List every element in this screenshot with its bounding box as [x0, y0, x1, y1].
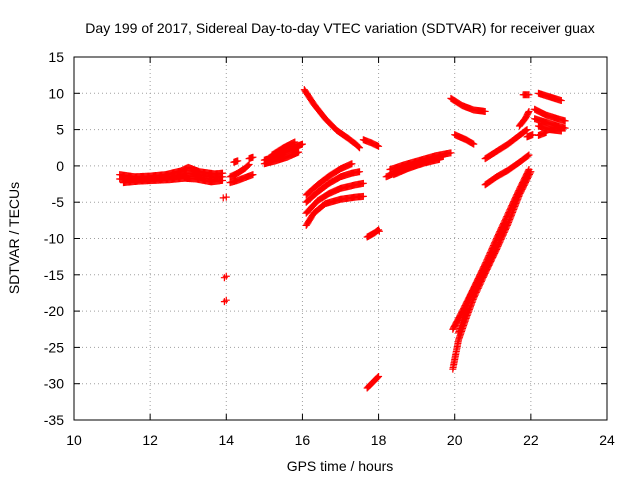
y-tick-label: 15 — [48, 49, 64, 65]
data-point — [557, 127, 565, 135]
data-point — [355, 143, 363, 151]
data-point — [375, 227, 383, 235]
data-point — [529, 131, 537, 139]
y-tick-label: -20 — [44, 303, 64, 319]
data-point — [218, 169, 226, 177]
x-tick-label: 10 — [66, 432, 82, 448]
data-point — [524, 109, 532, 117]
y-tick-label: 5 — [56, 122, 64, 138]
data-point — [298, 140, 306, 148]
data-point — [375, 372, 383, 380]
data-point — [525, 151, 533, 159]
grid-layer — [74, 57, 607, 420]
data-point — [356, 168, 364, 176]
data-point — [470, 140, 478, 148]
y-tick-label: -25 — [44, 339, 64, 355]
y-axis-label: SDTVAR / TECUs — [6, 182, 22, 294]
data-point — [435, 155, 443, 163]
data-point — [374, 227, 382, 235]
data-point — [525, 107, 533, 115]
y-tick-label: 10 — [48, 85, 64, 101]
x-tick-label: 20 — [447, 432, 463, 448]
data-point — [222, 193, 230, 201]
y-tick-label: 0 — [56, 158, 64, 174]
data-point — [542, 129, 550, 137]
y-tick-label: -10 — [44, 231, 64, 247]
data-point — [222, 296, 230, 304]
data-point — [375, 142, 383, 150]
data-point — [524, 167, 532, 175]
data-point — [295, 148, 303, 156]
data-point — [291, 138, 299, 146]
x-tick-label: 24 — [599, 432, 615, 448]
data-points — [116, 86, 569, 392]
data-point — [523, 126, 531, 134]
data-point — [561, 117, 569, 125]
data-point — [557, 97, 565, 105]
data-point — [525, 166, 533, 174]
y-tick-label: -15 — [44, 267, 64, 283]
y-tick-label: -35 — [44, 412, 64, 428]
data-point — [219, 194, 227, 202]
data-point — [249, 171, 257, 179]
data-point — [359, 192, 367, 200]
data-point — [447, 149, 455, 157]
data-point — [244, 161, 252, 169]
data-point — [222, 272, 230, 280]
x-tick-label: 14 — [218, 432, 234, 448]
data-point — [525, 91, 533, 99]
data-point — [374, 373, 382, 381]
data-point — [234, 157, 242, 165]
data-point — [373, 374, 381, 382]
x-tick-label: 22 — [523, 432, 539, 448]
data-point — [488, 250, 496, 258]
data-point — [249, 153, 257, 161]
y-tick-label: -30 — [44, 376, 64, 392]
x-tick-label: 12 — [142, 432, 158, 448]
x-axis-label: GPS time / hours — [287, 458, 394, 474]
data-point — [524, 152, 532, 160]
x-tick-label: 18 — [371, 432, 387, 448]
chart-title: Day 199 of 2017, Sidereal Day-to-day VTE… — [85, 20, 594, 36]
data-point — [356, 144, 364, 152]
data-point — [481, 107, 489, 115]
data-point — [522, 126, 530, 134]
x-tick-label: 16 — [295, 432, 311, 448]
data-point — [561, 124, 569, 132]
data-point — [375, 226, 383, 234]
tick-layer: 10 12 14 16 18 20 22 24 -35 -30 -25 -20 -15 -10 -5 0 5 10… — [44, 49, 615, 448]
y-tick-label: -5 — [52, 194, 65, 210]
data-point — [348, 160, 356, 168]
data-point — [218, 176, 226, 184]
data-point — [489, 249, 497, 257]
data-point — [359, 179, 367, 187]
